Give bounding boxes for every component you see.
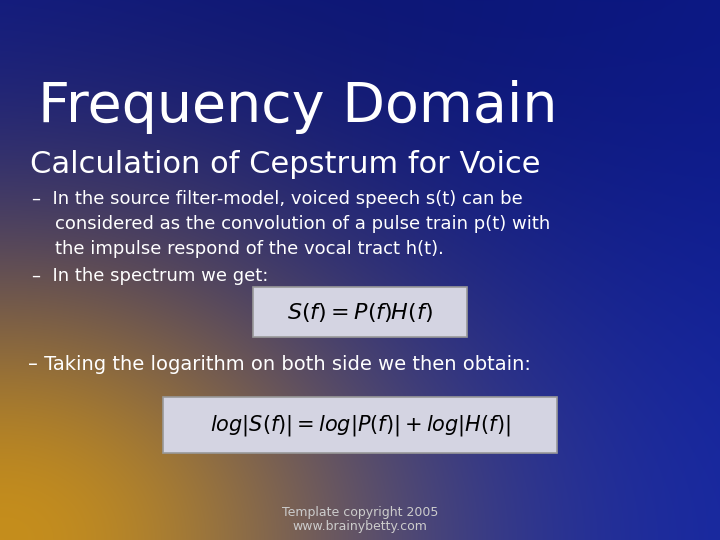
FancyBboxPatch shape (163, 397, 557, 453)
Text: $S(f) = P(f)H(f)$: $S(f) = P(f)H(f)$ (287, 300, 433, 323)
Text: the impulse respond of the vocal tract h(t).: the impulse respond of the vocal tract h… (32, 240, 444, 258)
Text: – Taking the logarithm on both side we then obtain:: – Taking the logarithm on both side we t… (28, 355, 531, 374)
Text: $log|S(f)| = log|P(f)| + log|H(f)|$: $log|S(f)| = log|P(f)| + log|H(f)|$ (210, 413, 510, 437)
FancyBboxPatch shape (253, 287, 467, 337)
Text: Template copyright 2005: Template copyright 2005 (282, 506, 438, 519)
Text: –  In the spectrum we get:: – In the spectrum we get: (32, 267, 269, 285)
Text: Calculation of Cepstrum for Voice: Calculation of Cepstrum for Voice (30, 150, 541, 179)
Text: www.brainybetty.com: www.brainybetty.com (292, 520, 428, 533)
Text: considered as the convolution of a pulse train p(t) with: considered as the convolution of a pulse… (32, 215, 550, 233)
Text: Frequency Domain: Frequency Domain (38, 80, 557, 134)
Text: –  In the source filter-model, voiced speech s(t) can be: – In the source filter-model, voiced spe… (32, 190, 523, 208)
